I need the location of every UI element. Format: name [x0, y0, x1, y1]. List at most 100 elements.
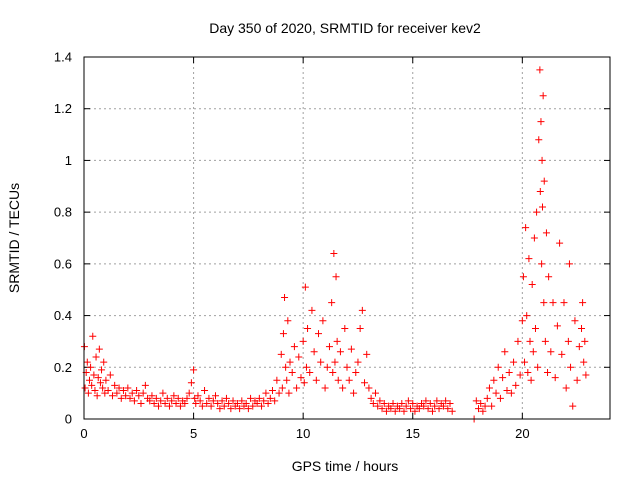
- data-point: [567, 363, 575, 371]
- data-point: [475, 405, 482, 413]
- data-point: [293, 384, 301, 392]
- data-point: [288, 368, 296, 376]
- data-point: [157, 397, 165, 405]
- data-point: [282, 363, 290, 371]
- data-point: [516, 371, 524, 379]
- data-point: [170, 392, 178, 400]
- data-point: [374, 402, 382, 410]
- data-point: [581, 337, 589, 345]
- data-point: [244, 405, 252, 413]
- data-point: [382, 407, 390, 415]
- data-point: [580, 358, 588, 366]
- data-point: [333, 337, 341, 345]
- y-tick-label: 0.8: [54, 205, 72, 220]
- data-point: [126, 394, 134, 402]
- data-point: [536, 66, 544, 74]
- data-point: [284, 317, 292, 325]
- data-point: [281, 293, 289, 301]
- data-point: [376, 397, 384, 405]
- data-point: [128, 389, 136, 397]
- data-point: [569, 402, 577, 410]
- data-point: [214, 399, 222, 407]
- data-point: [258, 402, 266, 410]
- data-point: [551, 374, 559, 382]
- data-point: [168, 397, 176, 405]
- data-point: [415, 405, 423, 413]
- data-point: [299, 337, 307, 345]
- data-point: [135, 392, 143, 400]
- data-point: [507, 389, 515, 397]
- data-point: [398, 399, 406, 407]
- data-point: [343, 363, 351, 371]
- data-point: [277, 350, 285, 358]
- data-point: [336, 348, 344, 356]
- data-point: [325, 343, 333, 351]
- data-point: [531, 325, 539, 332]
- data-point: [422, 397, 430, 405]
- data-point: [538, 260, 546, 268]
- x-axis-label: GPS time / hours: [292, 458, 399, 474]
- data-point: [190, 366, 198, 374]
- data-point: [323, 363, 331, 371]
- data-point: [207, 402, 215, 410]
- data-point: [490, 376, 498, 384]
- data-point: [146, 397, 154, 405]
- data-point: [433, 397, 441, 405]
- data-point: [201, 387, 209, 395]
- data-point: [183, 394, 191, 402]
- data-point: [172, 399, 180, 407]
- data-point: [260, 397, 268, 405]
- data-point: [521, 358, 529, 366]
- data-point: [216, 405, 224, 413]
- data-point: [95, 345, 103, 353]
- data-point: [122, 392, 130, 400]
- data-point: [547, 348, 555, 356]
- data-point: [573, 376, 581, 384]
- data-point: [367, 394, 375, 402]
- data-point: [155, 402, 163, 410]
- data-point: [331, 358, 339, 366]
- data-point: [176, 402, 184, 410]
- data-point: [111, 381, 119, 389]
- data-point: [387, 405, 395, 413]
- data-point: [227, 405, 235, 413]
- data-points: [80, 66, 590, 423]
- data-point: [92, 353, 100, 361]
- data-point: [483, 394, 491, 402]
- data-point: [524, 368, 532, 376]
- data-point: [242, 399, 250, 407]
- data-point: [424, 405, 432, 413]
- data-point: [308, 306, 316, 314]
- data-point: [350, 389, 358, 397]
- data-point: [102, 376, 110, 384]
- data-point: [496, 394, 504, 402]
- data-point: [334, 376, 342, 384]
- data-point: [315, 330, 323, 338]
- data-point: [409, 399, 417, 407]
- data-point: [264, 399, 272, 407]
- data-point: [124, 384, 132, 392]
- data-point: [99, 384, 107, 392]
- data-point: [378, 405, 386, 413]
- data-point: [328, 299, 336, 307]
- data-point: [96, 379, 104, 387]
- data-point: [100, 358, 108, 366]
- data-point: [562, 384, 570, 392]
- data-point: [481, 402, 489, 410]
- data-point: [579, 299, 587, 307]
- data-point: [512, 381, 520, 389]
- data-point: [526, 337, 534, 345]
- data-point: [229, 397, 237, 405]
- data-point: [300, 379, 308, 387]
- data-point: [539, 92, 547, 100]
- data-point: [544, 368, 552, 376]
- data-point: [538, 203, 546, 211]
- data-point: [194, 392, 202, 400]
- data-point: [518, 317, 526, 325]
- data-point: [295, 353, 303, 361]
- data-point: [356, 325, 364, 332]
- data-point: [115, 384, 123, 392]
- y-tick-label: 0.6: [54, 256, 72, 271]
- data-point: [525, 255, 533, 263]
